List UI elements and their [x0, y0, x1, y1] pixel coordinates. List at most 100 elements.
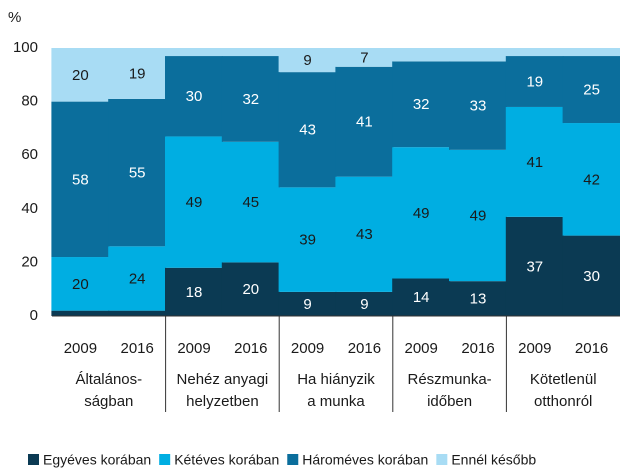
bar-segment: [51, 48, 110, 102]
value-label: 41: [356, 114, 373, 131]
value-label: 43: [299, 122, 316, 139]
value-label: 9: [303, 52, 311, 69]
bar-segment: [221, 56, 280, 142]
bar-segment: [165, 56, 223, 137]
y-unit: %: [8, 9, 21, 26]
bar-segment: [278, 187, 337, 292]
group-label: Részmunka-: [407, 371, 491, 388]
bar-segment: [165, 136, 223, 268]
legend-label: Ennél később: [451, 452, 536, 468]
bar-segment: [449, 48, 507, 62]
bar-segment: [108, 98, 167, 247]
bar-segment: [221, 48, 280, 57]
value-label: 43: [356, 226, 373, 243]
value-label: 20: [242, 281, 259, 298]
x-tick-label: 2009: [64, 340, 97, 357]
value-label: 42: [583, 171, 600, 188]
bar-segment: [108, 246, 167, 311]
legend-label: Kétéves korában: [174, 452, 279, 468]
value-label: 58: [72, 171, 89, 188]
bar-segment: [562, 235, 620, 316]
bar-segment: [278, 72, 337, 188]
bar-segment: [505, 56, 564, 107]
group-label: otthonról: [534, 393, 592, 410]
value-label: 37: [526, 258, 543, 275]
bar-segment: [335, 176, 394, 292]
y-tick-label: 100: [13, 39, 38, 56]
bar-segment: [392, 48, 451, 62]
bar-segment: [449, 61, 507, 150]
bar-segment: [221, 262, 280, 316]
x-tick-label: 2009: [405, 340, 438, 357]
y-tick-label: 20: [21, 253, 38, 270]
x-tick-label: 2009: [177, 340, 210, 357]
value-label: 13: [470, 291, 487, 308]
y-tick-label: 80: [21, 93, 38, 110]
bar-segment: [165, 48, 223, 57]
legend-label: Hároméves korában: [302, 452, 428, 468]
legend-swatch: [436, 454, 448, 465]
group-label: Nehéz anyagi: [177, 371, 269, 388]
legend-swatch: [287, 454, 299, 465]
group-label: Általános-: [75, 371, 142, 388]
bar-segment: [449, 281, 507, 316]
x-tick-label: 2016: [121, 340, 154, 357]
bar-segment: [51, 257, 110, 311]
x-tick-label: 2016: [348, 340, 381, 357]
bar-segment: [278, 291, 337, 316]
y-tick-label: 60: [21, 146, 38, 163]
value-label: 20: [72, 67, 89, 84]
bar-segment: [221, 141, 280, 263]
legend-swatch: [28, 454, 39, 465]
y-tick-label: 0: [30, 307, 38, 324]
value-label: 30: [186, 88, 203, 105]
value-label: 33: [470, 98, 487, 115]
value-label: 32: [413, 96, 430, 113]
bar-segment: [505, 48, 564, 57]
value-label: 49: [186, 194, 203, 211]
value-label: 41: [526, 154, 543, 171]
value-label: 49: [413, 205, 430, 222]
bar-segment: [278, 48, 337, 73]
bar-segment: [562, 56, 620, 124]
value-label: 30: [583, 268, 600, 285]
bar-segment: [505, 216, 564, 316]
group-label: Ha hiányzik: [297, 371, 375, 388]
value-label: 7: [360, 49, 368, 66]
legend-swatch: [159, 454, 171, 465]
legend-label: Egyéves korában: [43, 452, 151, 468]
value-label: 39: [299, 232, 316, 249]
value-label: 18: [186, 284, 203, 301]
value-label: 45: [242, 194, 259, 211]
x-tick-label: 2016: [575, 340, 608, 357]
value-label: 14: [413, 289, 430, 306]
x-tick-label: 2016: [461, 340, 494, 357]
bar-segment: [335, 291, 394, 316]
value-label: 9: [303, 296, 311, 313]
x-tick-label: 2009: [291, 340, 324, 357]
y-tick-label: 40: [21, 200, 38, 217]
bar-segment: [51, 101, 110, 258]
bar-segment: [562, 48, 620, 57]
value-label: 55: [129, 165, 146, 182]
value-label: 25: [583, 82, 600, 99]
bar-segment: [392, 278, 451, 316]
group-label: helyzetben: [186, 393, 259, 410]
bar-segment: [335, 48, 394, 67]
value-label: 32: [242, 91, 259, 108]
value-label: 20: [72, 276, 89, 293]
value-label: 9: [360, 296, 368, 313]
value-label: 19: [129, 65, 146, 82]
bar-segment: [108, 48, 167, 99]
group-label: időben: [427, 393, 472, 410]
bar-segment: [562, 123, 620, 236]
x-tick-label: 2016: [234, 340, 267, 357]
bar-segment: [505, 106, 564, 217]
group-label: Kötetlenül: [530, 371, 597, 388]
bar-segment: [108, 310, 167, 316]
bar-segment: [335, 66, 394, 177]
value-label: 49: [470, 207, 487, 224]
bar-segment: [165, 267, 223, 316]
value-label: 19: [526, 73, 543, 90]
